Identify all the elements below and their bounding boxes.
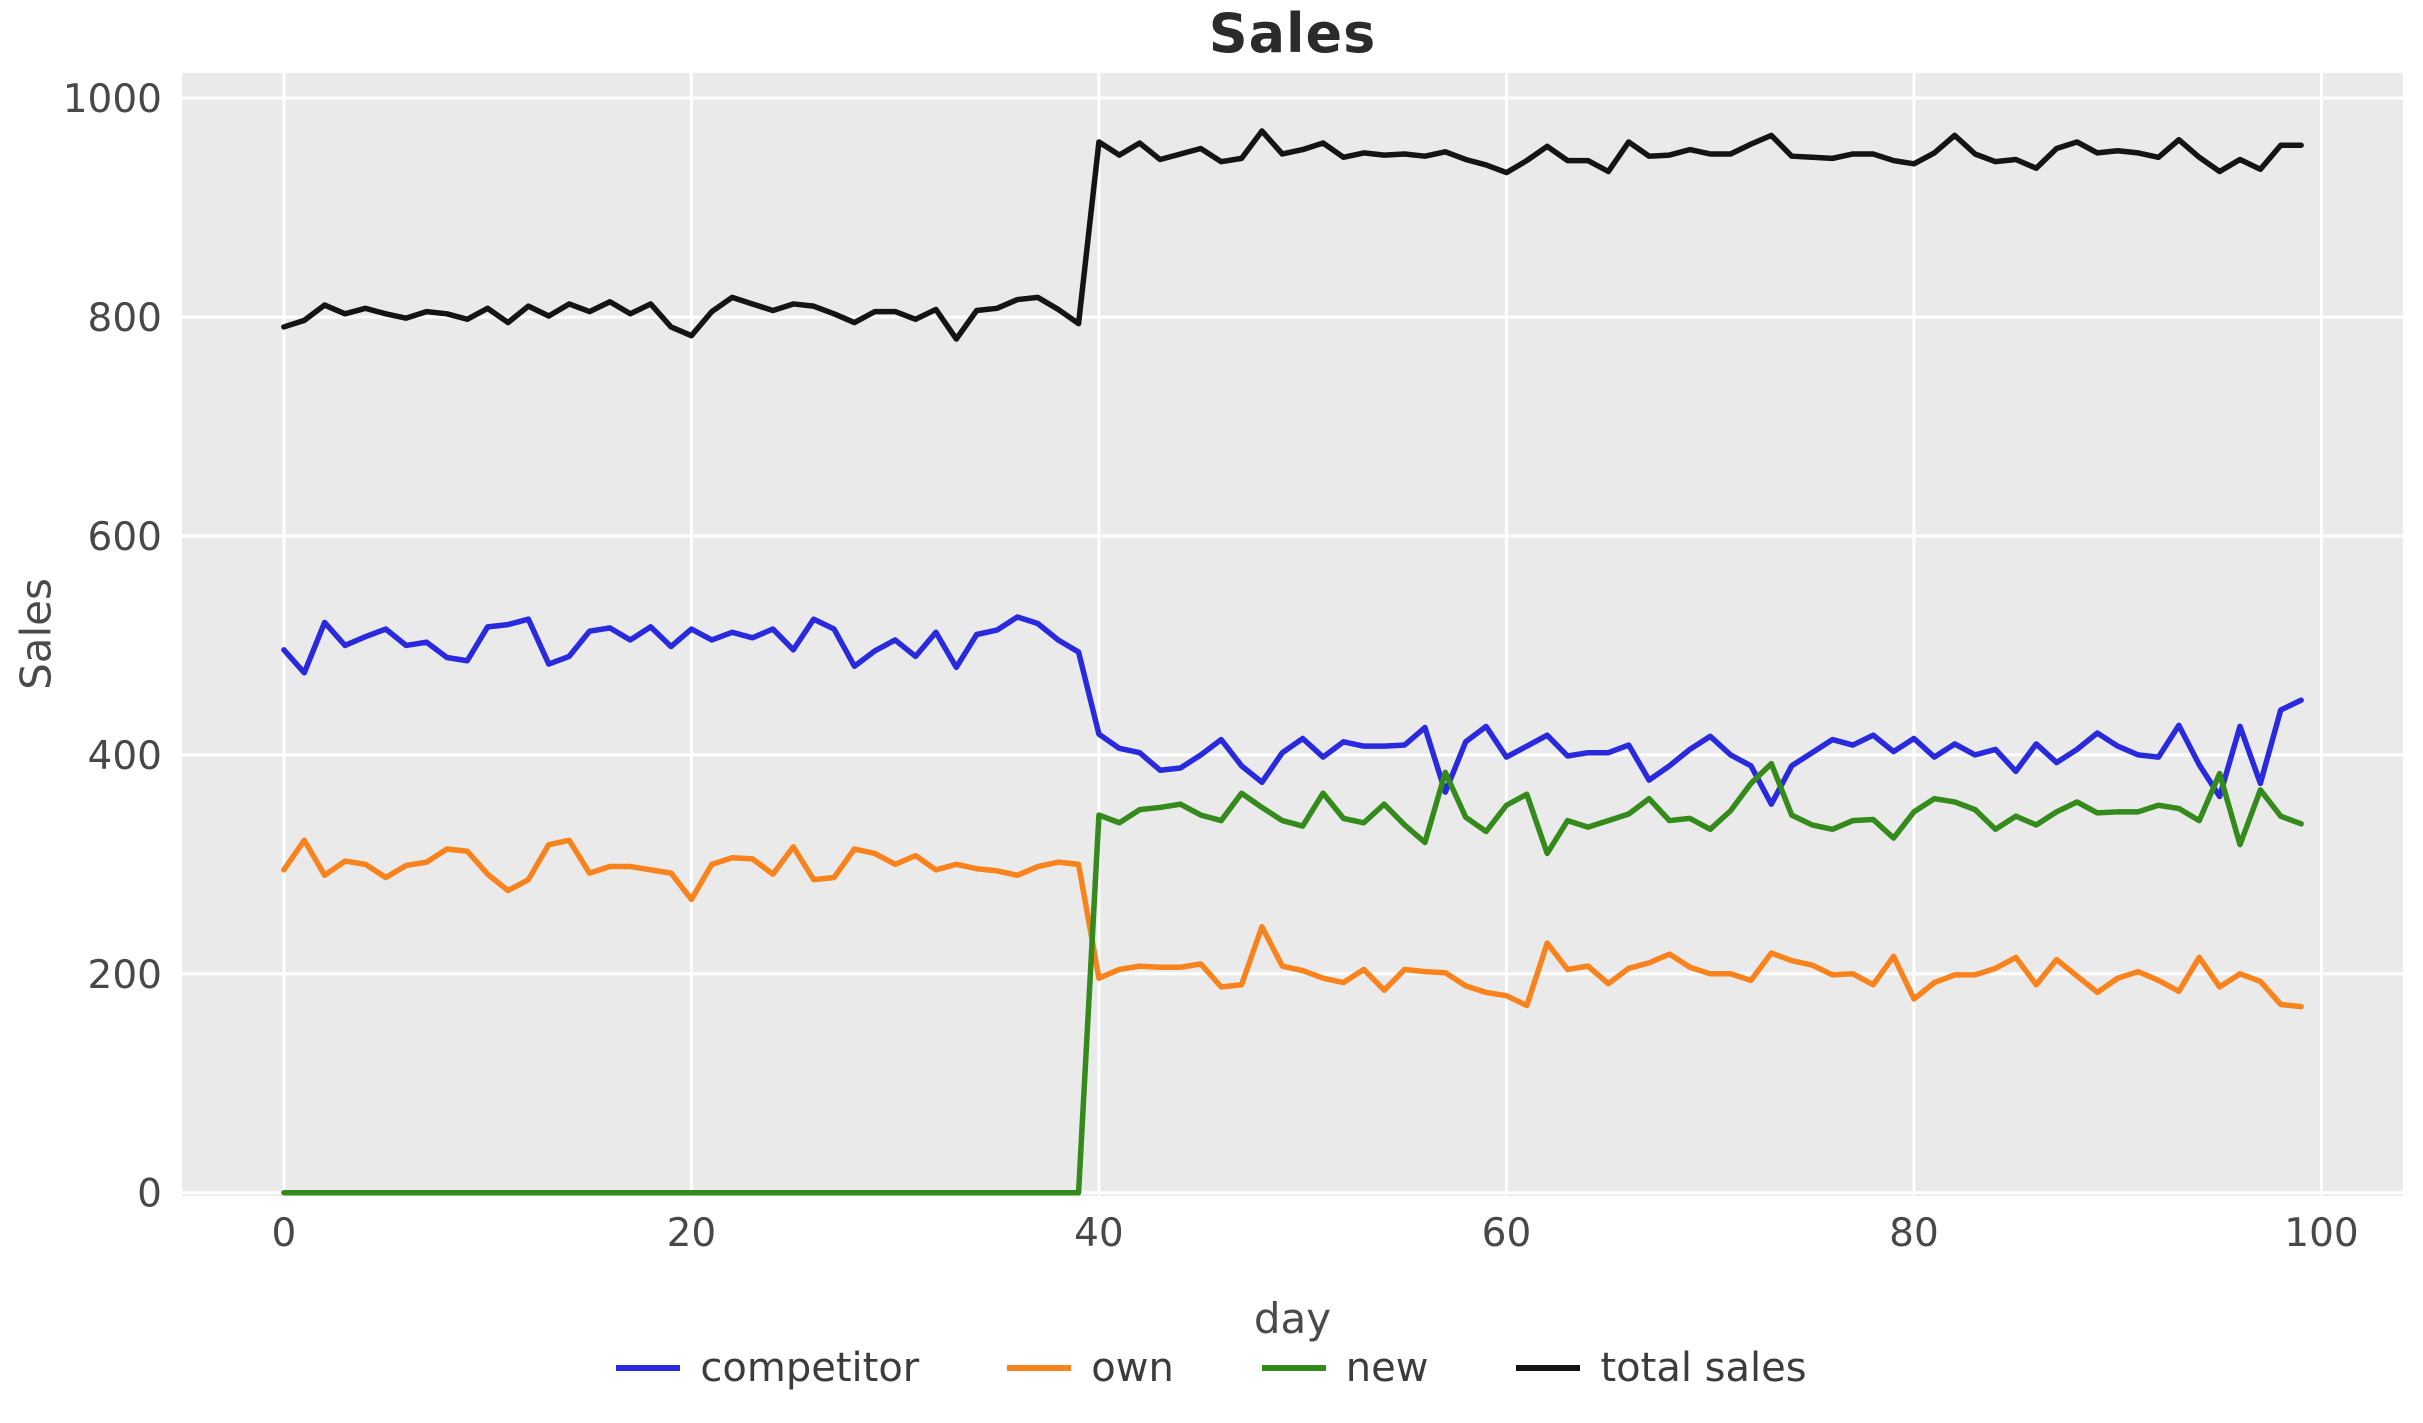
y-tick-label: 200 bbox=[88, 953, 162, 998]
series-line-competitor bbox=[281, 614, 2304, 807]
y-tick-label: 1000 bbox=[63, 77, 162, 122]
plot-background bbox=[182, 73, 2403, 1196]
x-tick-label: 40 bbox=[1074, 1211, 1124, 1256]
legend: competitor own new total sales bbox=[0, 1338, 2423, 1398]
legend-label: new bbox=[1345, 1345, 1429, 1391]
y-tick-label: 0 bbox=[137, 1172, 162, 1217]
series-line-own bbox=[281, 837, 2304, 1010]
legend-label: own bbox=[1091, 1345, 1174, 1391]
x-axis-label: day bbox=[1253, 1294, 1332, 1343]
x-tick-label: 60 bbox=[1482, 1211, 1532, 1256]
series-line-new bbox=[281, 760, 2304, 1196]
legend-line-swatch bbox=[1261, 1365, 1326, 1371]
x-tick-label: 100 bbox=[2284, 1211, 2358, 1256]
legend-item-new: new bbox=[1261, 1345, 1429, 1391]
x-tick-label: 80 bbox=[1889, 1211, 1939, 1256]
legend-item-own: own bbox=[1007, 1345, 1174, 1391]
x-tick-label: 0 bbox=[271, 1211, 296, 1256]
legend-item-competitor: competitor bbox=[616, 1345, 919, 1391]
series-line-total-sales bbox=[281, 128, 2304, 342]
y-tick-label: 600 bbox=[88, 515, 162, 560]
legend-line-swatch bbox=[1516, 1365, 1581, 1371]
y-tick-label: 800 bbox=[88, 296, 162, 341]
x-tick-label: 20 bbox=[667, 1211, 717, 1256]
y-tick-label: 400 bbox=[88, 734, 162, 779]
legend-line-swatch bbox=[1007, 1365, 1072, 1371]
legend-line-swatch bbox=[616, 1365, 681, 1371]
legend-item-total-sales: total sales bbox=[1516, 1345, 1807, 1391]
legend-label: total sales bbox=[1600, 1345, 1807, 1391]
legend-label: competitor bbox=[700, 1345, 920, 1391]
chart-title: Sales bbox=[1208, 2, 1377, 65]
